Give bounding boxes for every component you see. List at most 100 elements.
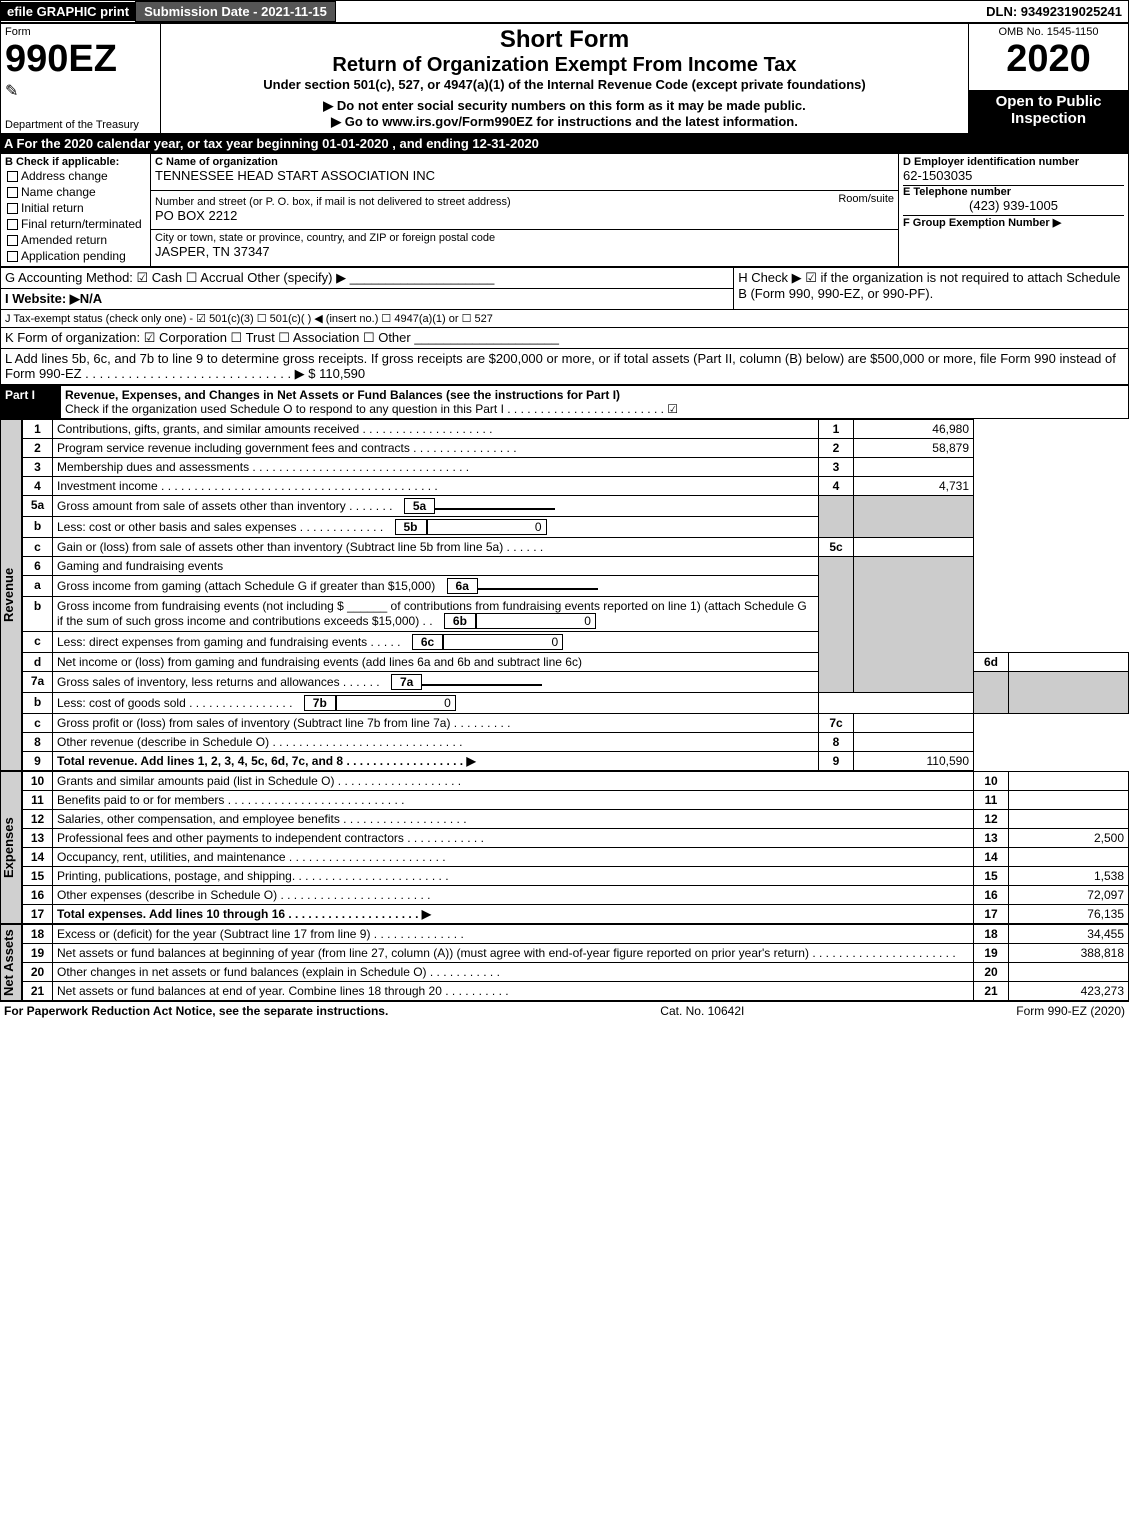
- efile-label: efile GRAPHIC print: [1, 2, 135, 21]
- line-18-text: Excess or (deficit) for the year (Subtra…: [53, 925, 974, 944]
- line-15-val: 1,538: [1009, 867, 1129, 886]
- ghij-section: G Accounting Method: ☑ Cash ☐ Accrual Ot…: [0, 267, 1129, 328]
- warning-2: ▶ Go to www.irs.gov/Form990EZ for instru…: [165, 114, 964, 130]
- footer-right: Form 990-EZ (2020): [1016, 1004, 1125, 1018]
- line-4-text: Investment income . . . . . . . . . . . …: [53, 477, 819, 496]
- line-14-val: [1009, 848, 1129, 867]
- main-title: Return of Organization Exempt From Incom…: [165, 54, 964, 77]
- line-20-val: [1009, 963, 1129, 982]
- subtitle: Under section 501(c), 527, or 4947(a)(1)…: [165, 77, 964, 92]
- short-form-title: Short Form: [165, 26, 964, 54]
- phone-value: (423) 939-1005: [903, 198, 1124, 213]
- line-k: K Form of organization: ☑ Corporation ☐ …: [0, 328, 1129, 349]
- form-label: Form: [5, 26, 156, 38]
- section-b-label: B Check if applicable:: [5, 156, 146, 168]
- check-final-return[interactable]: Final return/terminated: [5, 216, 146, 232]
- line-5b-innerval: 0: [427, 519, 547, 535]
- line-18-val: 34,455: [1009, 925, 1129, 944]
- line-j: J Tax-exempt status (check only one) - ☑…: [5, 313, 493, 325]
- line-6-text: Gaming and fundraising events: [53, 557, 819, 576]
- line-10-val: [1009, 772, 1129, 791]
- line-6c-text: Less: direct expenses from gaming and fu…: [57, 635, 401, 649]
- line-4-val: 4,731: [854, 477, 974, 496]
- form-number: 990EZ: [5, 38, 156, 81]
- section-c-label: C Name of organization: [155, 156, 894, 168]
- line-21-val: 423,273: [1009, 982, 1129, 1001]
- line-6b-text: Gross income from fundraising events (no…: [57, 599, 807, 628]
- room-label: Room/suite: [838, 193, 894, 205]
- line-21-text: Net assets or fund balances at end of ye…: [53, 982, 974, 1001]
- warning-1: ▶ Do not enter social security numbers o…: [165, 98, 964, 114]
- addr-label: Number and street (or P. O. box, if mail…: [155, 196, 511, 208]
- line-20-text: Other changes in net assets or fund bala…: [53, 963, 974, 982]
- org-city: JASPER, TN 37347: [155, 244, 894, 259]
- line-5c-text: Gain or (loss) from sale of assets other…: [53, 538, 819, 557]
- revenue-section: Revenue 1Contributions, gifts, grants, a…: [0, 419, 1129, 771]
- line-3-text: Membership dues and assessments . . . . …: [53, 458, 819, 477]
- check-amended-return[interactable]: Amended return: [5, 232, 146, 248]
- top-bar: efile GRAPHIC print Submission Date - 20…: [0, 0, 1129, 23]
- line-h: H Check ▶ ☑ if the organization is not r…: [738, 270, 1120, 301]
- dept-treasury: Department of the Treasury: [5, 119, 156, 131]
- line-7b-text: Less: cost of goods sold . . . . . . . .…: [57, 696, 292, 710]
- revenue-vert-label: Revenue: [0, 419, 22, 771]
- line-19-val: 388,818: [1009, 944, 1129, 963]
- check-application-pending[interactable]: Application pending: [5, 248, 146, 264]
- line-8-val: [854, 733, 974, 752]
- line-10-text: Grants and similar amounts paid (list in…: [53, 772, 974, 791]
- line-11-text: Benefits paid to or for members . . . . …: [53, 791, 974, 810]
- line-17-text: Total expenses. Add lines 10 through 16 …: [57, 907, 431, 921]
- line-1-val: 46,980: [854, 420, 974, 439]
- line-2-val: 58,879: [854, 439, 974, 458]
- line-6b-innerval: 0: [476, 613, 596, 629]
- line-13-val: 2,500: [1009, 829, 1129, 848]
- line-5b-text: Less: cost or other basis and sales expe…: [57, 520, 383, 534]
- city-label: City or town, state or province, country…: [155, 232, 894, 244]
- omb-number: OMB No. 1545-1150: [973, 26, 1124, 38]
- net-assets-section: Net Assets 18Excess or (deficit) for the…: [0, 924, 1129, 1001]
- line-7c-text: Gross profit or (loss) from sales of inv…: [53, 714, 819, 733]
- entity-info: B Check if applicable: Address change Na…: [0, 153, 1129, 267]
- line-19-text: Net assets or fund balances at beginning…: [53, 944, 974, 963]
- section-d-label: D Employer identification number: [903, 156, 1124, 168]
- line-12-text: Salaries, other compensation, and employ…: [53, 810, 974, 829]
- check-name-change[interactable]: Name change: [5, 184, 146, 200]
- line-l: L Add lines 5b, 6c, and 7b to line 9 to …: [0, 349, 1129, 385]
- line-16-text: Other expenses (describe in Schedule O) …: [53, 886, 974, 905]
- section-f-label: F Group Exemption Number ▶: [903, 215, 1124, 229]
- net-assets-vert-label: Net Assets: [0, 924, 22, 1001]
- line-14-text: Occupancy, rent, utilities, and maintena…: [53, 848, 974, 867]
- page-footer: For Paperwork Reduction Act Notice, see …: [0, 1001, 1129, 1020]
- line-5c-val: [854, 538, 974, 557]
- section-e-label: E Telephone number: [903, 185, 1124, 198]
- footer-mid: Cat. No. 10642I: [660, 1004, 744, 1018]
- line-7a-text: Gross sales of inventory, less returns a…: [57, 675, 380, 689]
- line-5a-text: Gross amount from sale of assets other t…: [57, 499, 392, 513]
- check-initial-return[interactable]: Initial return: [5, 200, 146, 216]
- line-6d-text: Net income or (loss) from gaming and fun…: [53, 653, 819, 672]
- check-address-change[interactable]: Address change: [5, 168, 146, 184]
- line-i: I Website: ▶N/A: [5, 291, 102, 306]
- line-6d-val: [1009, 653, 1129, 672]
- part-1-header: Part I Revenue, Expenses, and Changes in…: [0, 385, 1129, 419]
- line-17-val: 76,135: [1009, 905, 1129, 924]
- line-7b-innerval: 0: [336, 695, 456, 711]
- expenses-section: Expenses 10Grants and similar amounts pa…: [0, 771, 1129, 924]
- line-5a-innerval: [435, 508, 555, 510]
- line-7c-val: [854, 714, 974, 733]
- line-3-val: [854, 458, 974, 477]
- form-header: Form 990EZ ✎ Department of the Treasury …: [0, 23, 1129, 134]
- footer-left: For Paperwork Reduction Act Notice, see …: [4, 1004, 388, 1018]
- dln: DLN: 93492319025241: [980, 2, 1128, 21]
- org-name: TENNESSEE HEAD START ASSOCIATION INC: [155, 168, 894, 183]
- line-6c-innerval: 0: [443, 634, 563, 650]
- line-12-val: [1009, 810, 1129, 829]
- line-8-text: Other revenue (describe in Schedule O) .…: [53, 733, 819, 752]
- line-6a-innerval: [478, 588, 598, 590]
- line-g: G Accounting Method: ☑ Cash ☐ Accrual Ot…: [5, 270, 494, 285]
- org-address: PO BOX 2212: [155, 208, 894, 223]
- line-15-text: Printing, publications, postage, and shi…: [53, 867, 974, 886]
- part-1-label: Part I: [5, 388, 35, 402]
- line-7a-innerval: [422, 684, 542, 686]
- line-6a-text: Gross income from gaming (attach Schedul…: [57, 579, 435, 593]
